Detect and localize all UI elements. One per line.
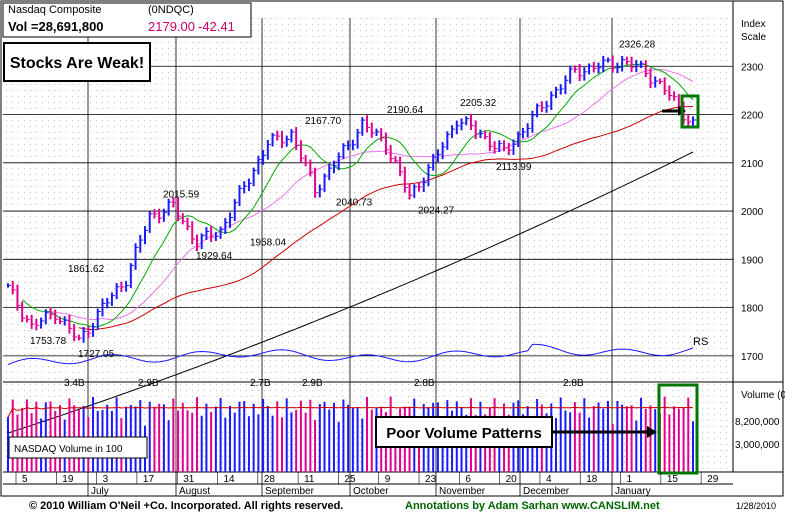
title-annotation-box xyxy=(3,42,151,82)
volume-peak-label: 2.9B xyxy=(302,378,323,389)
index-symbol: (0NDQC) xyxy=(148,4,194,16)
volume-legend: NASDAQ Volume in 100 xyxy=(14,444,123,455)
volume-legend-box xyxy=(8,436,148,459)
price-bars xyxy=(7,55,696,343)
day-tick-label: 1 xyxy=(627,474,633,485)
price-tick-label: 1900 xyxy=(741,255,764,266)
price-label: 2113.99 xyxy=(496,162,532,173)
ma10-line xyxy=(21,63,694,328)
date-axis-months: July August September October November Decemb… xyxy=(91,486,651,497)
volume-label: Vol =28,691,800 xyxy=(8,19,104,34)
date-axis-days: 5 19 3 17 31 14 28 11 25 9 23 6 20 4 18 1 15 29 xyxy=(15,472,719,485)
volume-axis-label: Volume (00) xyxy=(741,390,785,401)
chart-date: 1/28/2010 xyxy=(736,501,776,511)
volume-arrowhead xyxy=(647,426,657,438)
price-highlight-box xyxy=(680,94,700,129)
month-label: December xyxy=(523,486,570,497)
day-tick-label: 11 xyxy=(304,474,315,485)
price-axis-ticks: 1700 1800 1900 2000 2100 2200 2300 xyxy=(741,62,764,363)
month-label: January xyxy=(615,486,651,497)
day-tick-label: 20 xyxy=(506,474,518,485)
volume-tick-1: 8,200,000 xyxy=(735,417,780,428)
price-label: 1958.04 xyxy=(250,237,287,248)
price-label: 1861.62 xyxy=(68,264,105,275)
day-tick-label: 14 xyxy=(224,474,236,485)
month-label: November xyxy=(439,486,486,497)
day-tick-label: 4 xyxy=(546,474,552,485)
close-value: 2179.00 xyxy=(148,19,195,34)
ma50-line xyxy=(78,106,694,331)
price-label: 2015.59 xyxy=(163,190,200,201)
day-tick-label: 5 xyxy=(22,474,28,485)
volume-highlight-box xyxy=(657,383,699,475)
scale-label-2: Scale xyxy=(741,32,766,43)
rs-line xyxy=(7,343,694,366)
title-annotation: Stocks Are Weak! xyxy=(10,55,144,72)
price-tick-label: 1700 xyxy=(741,352,764,363)
day-tick-label: 15 xyxy=(667,474,679,485)
volume-peak-label: 2.9B xyxy=(138,378,159,389)
price-tick-label: 2200 xyxy=(741,111,764,122)
volume-peak-labels: 3.4B 2.9B 2.7B 2.9B 2.8B 2.8B xyxy=(64,378,584,389)
price-label: 2190.64 xyxy=(387,105,424,116)
month-label: July xyxy=(91,486,109,497)
day-tick-label: 17 xyxy=(143,474,155,485)
price-label: 1929.64 xyxy=(196,251,233,262)
volume-annotation-box xyxy=(375,416,553,448)
index-name: Nasdaq Composite xyxy=(8,4,102,16)
day-tick-label: 28 xyxy=(264,474,276,485)
scale-label-1: Index xyxy=(741,19,765,30)
day-tick-label: 6 xyxy=(465,474,471,485)
day-tick-label: 3 xyxy=(103,474,109,485)
change-value: -42.41 xyxy=(198,19,235,34)
annotation-credit: Annotations by Adam Sarhan www.CANSLIM.n… xyxy=(405,500,660,512)
day-tick-label: 9 xyxy=(385,474,391,485)
volume-tick-2: 3,000,000 xyxy=(735,440,780,451)
volume-peak-label: 2.8B xyxy=(563,378,584,389)
day-tick-label: 23 xyxy=(425,474,437,485)
rs-label: RS xyxy=(693,336,708,348)
copyright: © 2010 William O'Neil +Co. Incorporated.… xyxy=(29,500,343,512)
price-tick-label: 2300 xyxy=(741,62,764,73)
day-tick-label: 25 xyxy=(344,474,356,485)
price-label: 2040.73 xyxy=(336,197,373,208)
price-tick-label: 2100 xyxy=(741,159,764,170)
ma21-line xyxy=(45,68,694,321)
price-label: 2167.70 xyxy=(305,116,342,127)
volume-peak-label: 3.4B xyxy=(64,378,85,389)
volume-average-line xyxy=(7,406,694,418)
month-label: September xyxy=(265,486,315,497)
price-label: 2024.27 xyxy=(418,205,455,216)
day-tick-label: 29 xyxy=(707,474,719,485)
price-label: 2326.28 xyxy=(619,40,656,51)
volume-annotation: Poor Volume Patterns xyxy=(386,425,542,442)
header-box xyxy=(2,2,252,38)
price-tick-label: 2000 xyxy=(741,207,764,218)
day-tick-label: 18 xyxy=(586,474,598,485)
day-tick-label: 31 xyxy=(183,474,195,485)
price-label: 1753.78 xyxy=(30,336,67,347)
volume-peak-label: 2.7B xyxy=(250,378,271,389)
month-label: August xyxy=(179,486,210,497)
price-label: 2205.32 xyxy=(460,98,497,109)
ma200-line xyxy=(7,151,694,434)
price-label: 1727.05 xyxy=(78,349,115,360)
day-tick-label: 19 xyxy=(62,474,74,485)
month-label: October xyxy=(353,486,389,497)
volume-peak-label: 2.8B xyxy=(414,378,435,389)
price-tick-label: 1800 xyxy=(741,304,764,315)
price-labels: 1861.62 1753.78 1727.05 2015.59 1929.64 1958.… xyxy=(30,40,656,360)
